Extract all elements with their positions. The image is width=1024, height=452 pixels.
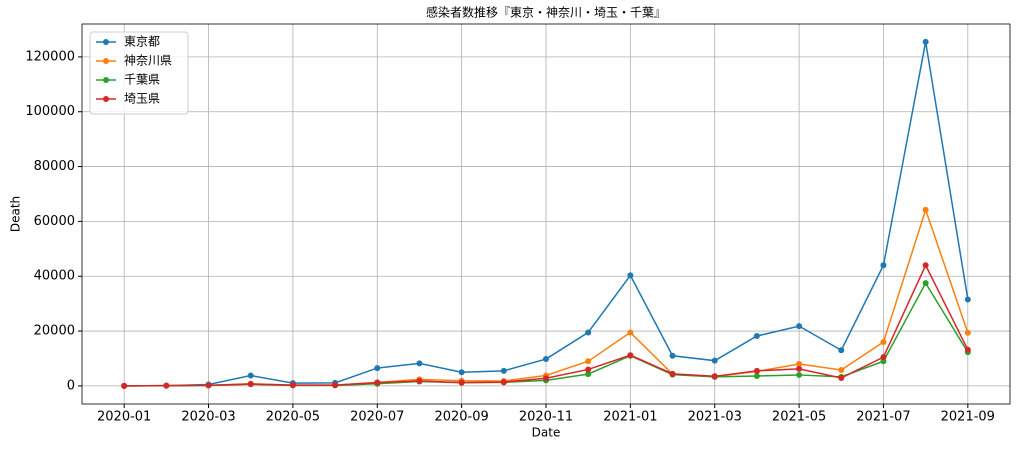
data-point <box>500 379 507 386</box>
data-point <box>838 367 845 374</box>
data-point <box>838 347 845 354</box>
data-point <box>247 380 254 387</box>
data-point <box>964 329 971 336</box>
data-point <box>543 356 549 363</box>
legend-marker <box>103 58 109 64</box>
data-point <box>880 358 887 365</box>
data-point <box>585 358 592 365</box>
data-point <box>796 323 803 330</box>
data-point <box>922 262 929 269</box>
y-tick-label: 60000 <box>34 214 75 229</box>
data-point <box>796 360 803 367</box>
data-point <box>500 367 507 374</box>
data-point <box>753 373 760 380</box>
data-point <box>374 365 381 372</box>
y-tick-label: 120000 <box>25 49 75 64</box>
data-point <box>458 369 465 376</box>
legend-label: 埼玉県 <box>124 92 160 106</box>
data-point <box>922 280 929 287</box>
data-point <box>585 329 592 336</box>
x-tick-label: 2020-05 <box>266 410 320 425</box>
data-point <box>964 296 971 303</box>
x-tick-label: 2021-01 <box>603 410 657 425</box>
x-tick-label: 2021-07 <box>856 410 910 425</box>
data-point <box>332 382 339 389</box>
x-axis-label: Date <box>532 426 561 440</box>
data-point <box>121 382 128 389</box>
data-point <box>880 354 887 361</box>
data-point <box>880 262 887 269</box>
x-tick-label: 2020-09 <box>434 410 488 425</box>
data-point <box>964 346 971 353</box>
x-tick-label: 2020-11 <box>519 410 573 425</box>
data-point <box>585 371 592 378</box>
legend-label: 東京都 <box>124 35 160 49</box>
chart-title: 感染者数推移『東京・神奈川・埼玉・千葉』 <box>426 5 666 20</box>
data-point <box>416 377 423 384</box>
data-point <box>374 379 381 386</box>
data-point <box>880 339 887 346</box>
data-point <box>627 329 634 336</box>
data-point <box>669 370 676 377</box>
y-tick-label: 40000 <box>34 269 75 284</box>
plot-frame <box>81 23 1011 405</box>
legend-marker <box>103 96 109 102</box>
x-tick-label: 2021-03 <box>688 410 742 425</box>
data-point <box>796 371 803 378</box>
y-tick-label: 0 <box>67 378 75 393</box>
data-point <box>796 365 803 372</box>
data-point <box>163 382 170 389</box>
data-point <box>711 373 718 380</box>
data-point <box>711 357 718 364</box>
y-tick-label: 100000 <box>25 104 75 119</box>
data-point <box>922 38 929 45</box>
data-point <box>543 375 549 382</box>
y-axis-label: Death <box>9 196 23 232</box>
legend-marker <box>103 39 109 45</box>
data-point <box>922 206 929 213</box>
data-point <box>416 360 423 367</box>
data-point <box>669 352 676 359</box>
legend-label: 千葉県 <box>124 73 160 87</box>
data-point <box>458 379 465 386</box>
x-tick-label: 2021-05 <box>772 410 826 425</box>
data-point <box>247 372 254 379</box>
x-tick-label: 2021-09 <box>941 410 995 425</box>
legend-frame <box>89 31 189 115</box>
data-point <box>205 382 212 389</box>
legend-marker <box>103 77 109 83</box>
data-point <box>753 333 760 340</box>
data-point <box>289 382 296 389</box>
data-point <box>585 366 592 373</box>
y-tick-label: 80000 <box>34 159 75 174</box>
x-tick-label: 2020-01 <box>97 410 151 425</box>
legend-label: 神奈川県 <box>124 54 172 68</box>
data-point <box>627 272 634 279</box>
data-point <box>838 374 845 381</box>
data-point <box>753 367 760 374</box>
data-point <box>627 352 634 359</box>
x-tick-label: 2020-03 <box>181 410 235 425</box>
y-tick-label: 20000 <box>34 324 75 339</box>
x-tick-label: 2020-07 <box>350 410 404 425</box>
